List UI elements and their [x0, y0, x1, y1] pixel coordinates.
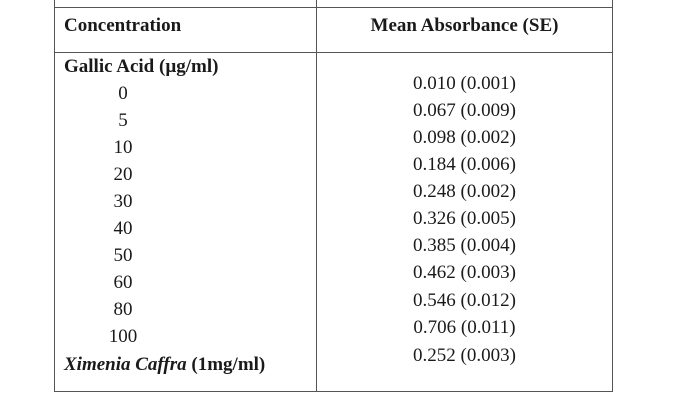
concentration-cell: 30 [113, 191, 133, 212]
absorbance-cell: 0.385 (0.004) [413, 235, 516, 256]
absorbance-cell: 0.010 (0.001) [413, 73, 516, 94]
concentration-cell: 0 [118, 83, 128, 104]
absorbance-cell: 0.326 (0.005) [413, 208, 516, 229]
concentration-cell: 10 [113, 137, 133, 158]
absorbance-cell: 0.248 (0.002) [413, 181, 516, 202]
concentration-cell: 40 [113, 218, 133, 239]
table-border-bottom [54, 391, 613, 392]
concentration-cell: 20 [113, 164, 133, 185]
table-border-left [54, 0, 55, 392]
concentration-cell: 80 [113, 299, 133, 320]
table-border-top [54, 7, 613, 8]
sample-name: Ximenia Caffra [64, 354, 187, 375]
absorbance-cell: 0.098 (0.002) [413, 127, 516, 148]
concentration-cell: 5 [118, 110, 128, 131]
absorbance-cell: 0.067 (0.009) [413, 100, 516, 121]
sample-label: Ximenia Caffra (1mg/ml) [64, 354, 265, 376]
group-label: Gallic Acid (µg/ml) [64, 56, 219, 77]
concentration-cell: 50 [113, 245, 133, 266]
absorbance-table: Concentration Mean Absorbance (SE) Galli… [54, 0, 613, 392]
table-border-right [612, 0, 613, 392]
absorbance-cell: 0.462 (0.003) [413, 262, 516, 283]
concentration-cell: 100 [108, 326, 138, 347]
sample-unit: (1mg/ml) [191, 354, 266, 375]
header-concentration: Concentration [64, 15, 182, 36]
absorbance-cell: 0.706 (0.011) [413, 317, 516, 338]
sample-absorbance-cell: 0.252 (0.003) [413, 345, 516, 366]
header-divider [54, 52, 613, 53]
header-absorbance: Mean Absorbance (SE) [370, 15, 559, 36]
absorbance-cell: 0.546 (0.012) [413, 290, 516, 311]
absorbance-cell: 0.184 (0.006) [413, 154, 516, 175]
concentration-cell: 60 [113, 272, 133, 293]
column-divider [316, 0, 317, 392]
